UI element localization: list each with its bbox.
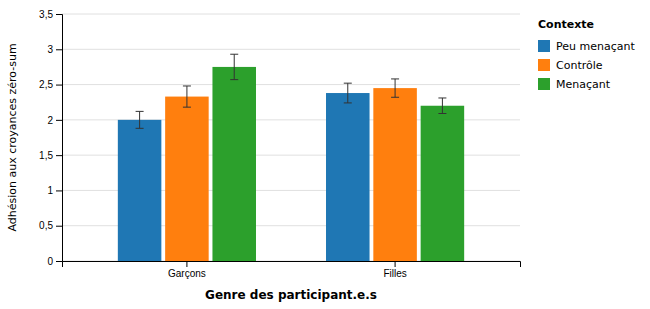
- y-tick: 0: [47, 256, 62, 267]
- y-tick-label: 3: [47, 44, 53, 55]
- error-bar: [136, 111, 144, 128]
- error-bar: [438, 98, 446, 114]
- series: [212, 54, 464, 261]
- plot-area: 0 0,5 1 1,5 2 2,5 3 3,5 Garçons Filles: [39, 9, 520, 279]
- y-tick-label: 2: [47, 115, 53, 126]
- x-axis: Garçons Filles: [63, 261, 521, 279]
- y-tick-label: 1: [47, 185, 53, 196]
- legend: Contexte Peu menaçant Contrôle Menaçant: [538, 18, 635, 91]
- error-bar: [230, 54, 238, 79]
- grid-line: [62, 49, 520, 50]
- y-tick-label: 1,5: [39, 150, 53, 161]
- y-axis-line: [56, 15, 63, 262]
- y-tick-mark: [56, 261, 62, 262]
- x-tick: Garçons: [168, 261, 206, 279]
- y-tick-mark: [56, 226, 62, 227]
- chart-container: 0 0,5 1 1,5 2 2,5 3 3,5 Garçons Filles Genre des p…: [0, 0, 650, 309]
- x-tick-mark: [186, 261, 187, 267]
- error-bar: [183, 86, 191, 107]
- y-tick-mark: [56, 155, 62, 156]
- x-tick-mark: [395, 261, 396, 267]
- marks: [118, 54, 464, 261]
- x-axis-line: [63, 262, 521, 268]
- legend-label: Peu menaçant: [556, 40, 635, 53]
- error-bar: [391, 79, 399, 97]
- bar: [326, 93, 370, 261]
- y-tick-mark: [56, 190, 62, 191]
- grid: [62, 14, 520, 261]
- y-tick-label: 0: [47, 256, 53, 267]
- x-tick-label: Filles: [383, 268, 406, 279]
- y-axis-title: Adhésion aux croyances zéro-sum: [6, 43, 19, 231]
- y-tick: 1: [47, 185, 62, 196]
- legend-label: Menaçant: [556, 78, 611, 91]
- legend-item: Contrôle: [538, 59, 603, 72]
- y-tick-label: 3,5: [39, 9, 53, 20]
- x-axis-title: Genre des participant.e.s: [205, 288, 377, 302]
- y-tick-mark: [56, 85, 62, 86]
- bar: [165, 97, 209, 261]
- bar: [421, 106, 465, 261]
- legend-swatch: [538, 78, 550, 90]
- y-tick: 2,5: [39, 79, 62, 90]
- y-tick: 1,5: [39, 150, 62, 161]
- legend-title: Contexte: [538, 18, 594, 31]
- y-tick: 0,5: [39, 220, 62, 231]
- y-tick: 2: [47, 115, 62, 126]
- bar: [212, 67, 256, 261]
- x-tick: Filles: [383, 261, 406, 279]
- y-tick-mark: [56, 120, 62, 121]
- y-tick-label: 0,5: [39, 220, 53, 231]
- grid-line: [62, 14, 520, 15]
- y-tick-mark: [56, 49, 62, 50]
- legend-swatch: [538, 59, 550, 71]
- grid-line: [62, 84, 520, 85]
- y-tick-mark: [56, 14, 62, 15]
- bar: [373, 88, 417, 261]
- legend-label: Contrôle: [556, 59, 603, 72]
- series: [165, 79, 417, 261]
- y-axis: 0 0,5 1 1,5 2 2,5 3 3,5: [39, 9, 62, 267]
- error-bar: [344, 83, 352, 103]
- y-tick-label: 2,5: [39, 79, 53, 90]
- chart-svg: 0 0,5 1 1,5 2 2,5 3 3,5 Garçons Filles Genre des p…: [0, 0, 650, 309]
- x-tick-label: Garçons: [168, 268, 206, 279]
- y-tick: 3,5: [39, 9, 62, 20]
- bar: [118, 120, 162, 261]
- y-tick: 3: [47, 44, 62, 55]
- legend-item: Menaçant: [538, 78, 611, 91]
- legend-swatch: [538, 40, 550, 52]
- legend-item: Peu menaçant: [538, 40, 635, 53]
